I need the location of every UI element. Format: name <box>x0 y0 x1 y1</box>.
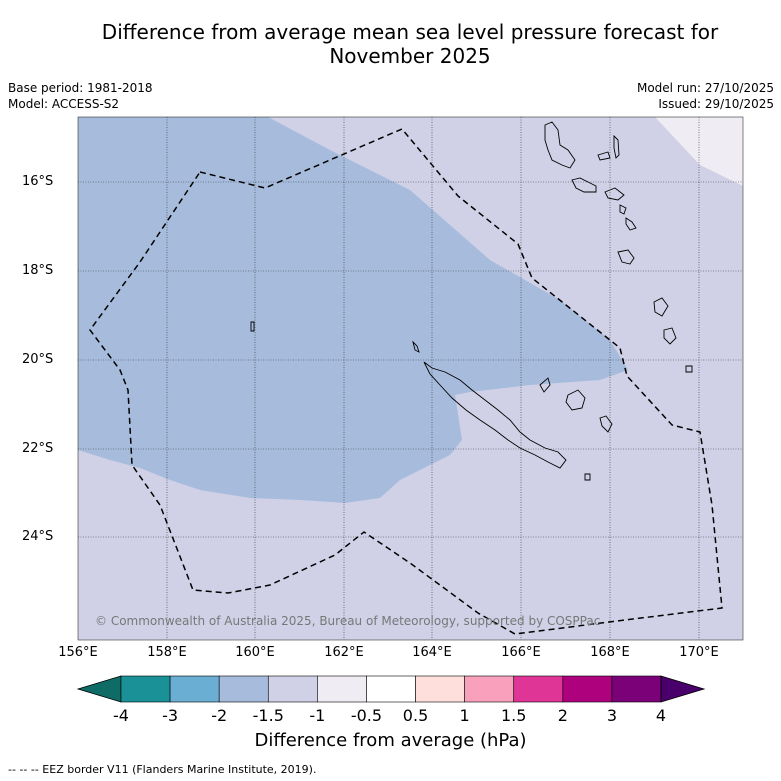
colorbar-extend-low <box>76 675 122 703</box>
colorbar-tick-label: -1.5 <box>252 706 284 725</box>
colorbar-segment <box>513 675 564 703</box>
lon-label-162: 162°E <box>324 645 364 660</box>
map-frame <box>77 116 744 641</box>
colorbar-tick-label: -3 <box>162 706 179 725</box>
lon-label-166: 166°E <box>501 645 541 660</box>
gridlines <box>78 117 743 640</box>
anomaly-region-minus2 <box>78 117 628 503</box>
lat-label-20: 20°S <box>22 352 54 367</box>
colorbar-tick-label: -0.5 <box>350 706 383 725</box>
colorbar-segment <box>120 675 171 703</box>
model-run: Model run: 27/10/2025 <box>636 81 774 95</box>
colorbar-tick-label: -1 <box>309 706 326 725</box>
lon-label-168: 168°E <box>590 645 630 660</box>
colorbar-segment <box>611 675 662 703</box>
lat-label-22: 22°S <box>22 441 54 456</box>
new-caledonia-coast <box>423 361 567 469</box>
colorbar-tick-label: 0.5 <box>402 706 429 725</box>
model-name: Model: ACCESS-S2 <box>8 97 120 111</box>
eez-border <box>89 128 723 635</box>
colorbar-tick-label: -2 <box>211 706 228 725</box>
issued-date: Issued: 29/10/2025 <box>658 97 774 111</box>
colorbar-segment <box>267 675 318 703</box>
colorbar <box>76 675 706 703</box>
lon-label-164: 164°E <box>412 645 452 660</box>
colorbar-segment <box>464 675 515 703</box>
colorbar-tick-label: 1.5 <box>500 706 527 725</box>
anomaly-region-corner <box>655 117 743 186</box>
colorbar-segment <box>317 675 367 703</box>
base-period: Base period: 1981-2018 <box>8 81 153 95</box>
title-line-2: November 2025 <box>329 44 491 68</box>
coastlines <box>250 121 693 481</box>
colorbar-tick-label: -4 <box>113 706 129 725</box>
colorbar-title: Difference from average (hPa) <box>254 730 527 751</box>
lat-label-18: 18°S <box>22 263 54 278</box>
colorbar-tick-label: 1 <box>459 706 470 725</box>
lon-label-156: 156°E <box>58 645 98 660</box>
copyright-notice: © Commonwealth of Australia 2025, Bureau… <box>95 614 601 628</box>
lat-label-24: 24°S <box>22 529 54 544</box>
lat-label-16: 16°S <box>22 174 54 189</box>
colorbar-extend-high <box>660 675 706 703</box>
colorbar-segment <box>415 675 465 703</box>
colorbar-tick-label: 2 <box>557 706 568 725</box>
colorbar-tick-label: 4 <box>655 706 667 725</box>
colorbar-segment <box>366 675 416 703</box>
colorbar-segment <box>562 675 613 703</box>
colorbar-tick-label: 3 <box>606 706 617 725</box>
lon-label-158: 158°E <box>147 645 187 660</box>
map-area <box>78 117 743 640</box>
eez-legend-note: -- -- -- EEZ border V11 (Flanders Marine… <box>8 763 317 776</box>
colorbar-segment <box>218 675 269 703</box>
colorbar-segment <box>169 675 220 703</box>
lon-label-170: 170°E <box>679 645 719 660</box>
title-line-1: Difference from average mean sea level p… <box>101 20 719 44</box>
vanuatu-coast-north <box>544 121 576 169</box>
lon-label-160: 160°E <box>235 645 275 660</box>
